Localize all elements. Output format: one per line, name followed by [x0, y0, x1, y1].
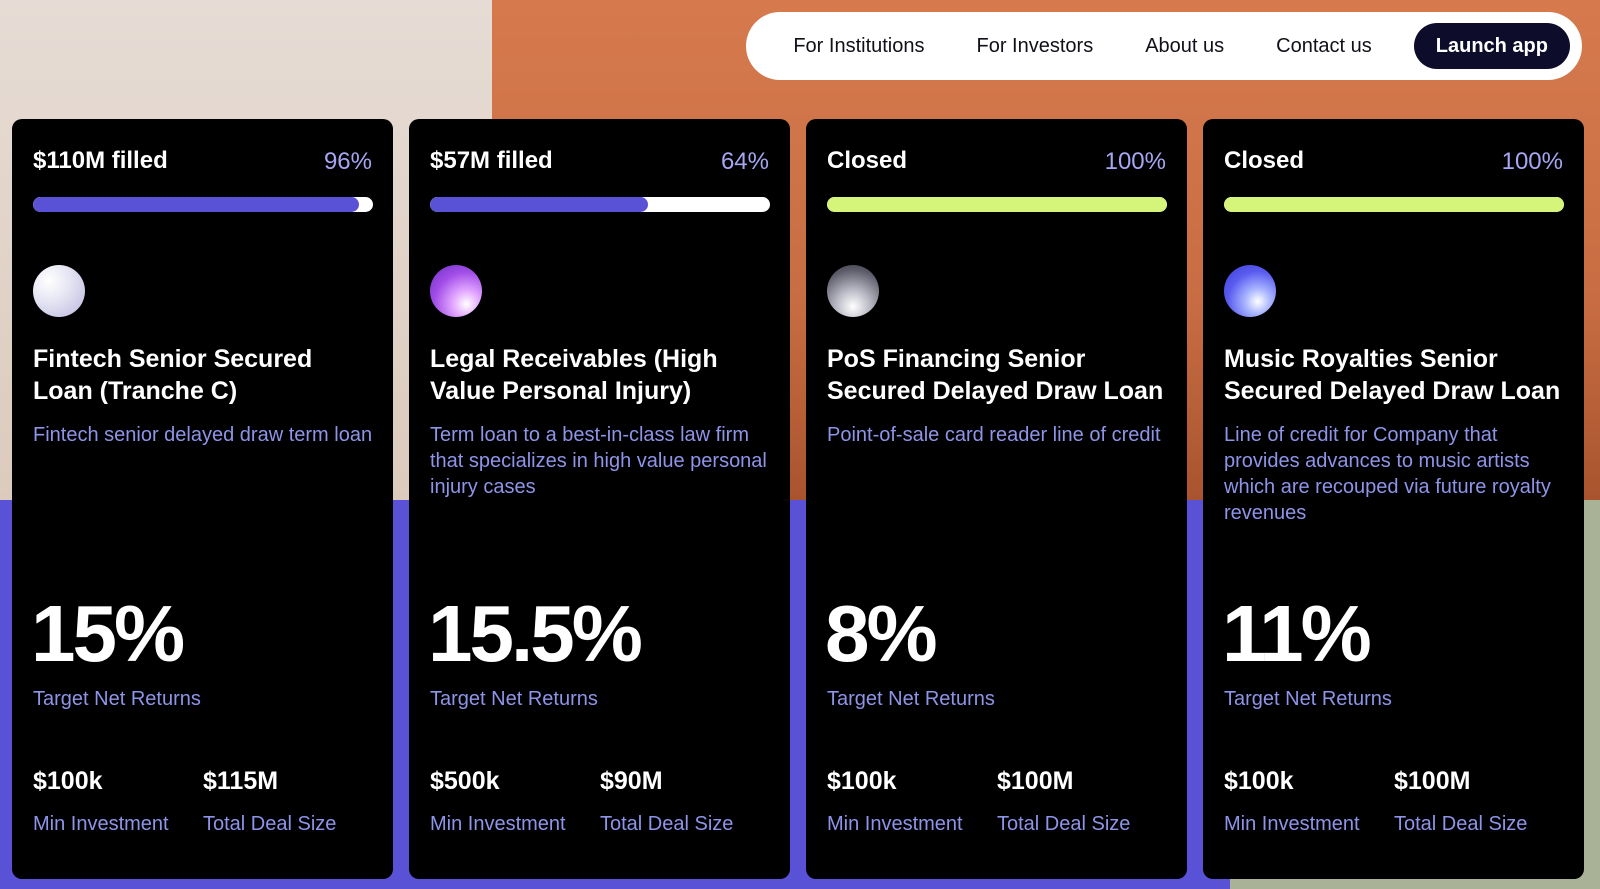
- progress-bar: [430, 197, 770, 212]
- deal-avatar: [430, 265, 482, 317]
- progress-fill: [430, 197, 648, 212]
- deal-size-label: Total Deal Size: [997, 813, 1131, 835]
- deal-title: PoS Financing Senior Secured Delayed Dra…: [827, 345, 1164, 405]
- min-investment-label: Min Investment: [33, 813, 169, 835]
- deal-card[interactable]: $57M filled 64% Legal Receivables (High …: [409, 119, 790, 879]
- deal-title: Music Royalties Senior Secured Delayed D…: [1224, 345, 1561, 405]
- deal-card[interactable]: Closed 100% Music Royalties Senior Secur…: [1203, 119, 1584, 879]
- deal-title: Legal Receivables (High Value Personal I…: [430, 345, 718, 405]
- deal-size-value: $100M: [1394, 767, 1471, 795]
- target-return-value: 11%: [1222, 589, 1372, 678]
- deal-avatar: [1224, 265, 1276, 317]
- deal-status: Closed: [827, 147, 908, 174]
- top-navbar: For Institutions For Investors About us …: [746, 12, 1582, 80]
- deal-size-value: $100M: [997, 767, 1074, 795]
- deal-size-label: Total Deal Size: [203, 813, 337, 835]
- min-investment-value: $100k: [1224, 767, 1294, 795]
- deal-title: Fintech Senior Secured Loan (Tranche C): [33, 345, 313, 405]
- progress-fill: [1224, 197, 1564, 212]
- min-investment-value: $100k: [827, 767, 897, 795]
- deal-size-value: $90M: [600, 767, 663, 795]
- fill-percent: 100%: [1501, 148, 1563, 175]
- deal-avatar: [827, 265, 879, 317]
- fill-percent: 100%: [1104, 148, 1166, 175]
- deal-status: Closed: [1224, 147, 1305, 174]
- min-investment-value: $500k: [430, 767, 500, 795]
- min-investment-label: Min Investment: [827, 813, 963, 835]
- deal-description: Fintech senior delayed draw term loan: [33, 424, 373, 446]
- target-return-value: 15%: [31, 589, 185, 678]
- nav-link-about-us[interactable]: About us: [1145, 34, 1225, 57]
- launch-app-button[interactable]: Launch app: [1413, 23, 1570, 69]
- deal-status: $110M filled: [33, 147, 168, 174]
- fill-percent: 64%: [720, 148, 769, 175]
- progress-bar: [1224, 197, 1564, 212]
- deal-card[interactable]: Closed 100% PoS Financing Senior Secured…: [806, 119, 1187, 879]
- deal-description: Term loan to a best-in-class law firm th…: [430, 424, 767, 498]
- deal-card[interactable]: $110M filled 96% Fintech Senior Secured …: [12, 119, 393, 879]
- deal-description: Point-of-sale card reader line of credit: [827, 424, 1161, 446]
- progress-bar: [33, 197, 373, 212]
- nav-link-contact-us[interactable]: Contact us: [1276, 34, 1372, 57]
- deal-size-value: $115M: [203, 767, 279, 795]
- deal-avatar: [33, 265, 85, 317]
- target-return-label: Target Net Returns: [33, 688, 201, 710]
- progress-bar: [827, 197, 1167, 212]
- target-return-value: 15.5%: [428, 589, 643, 678]
- deal-size-label: Total Deal Size: [600, 813, 734, 835]
- progress-fill: [33, 197, 360, 212]
- fill-percent: 96%: [323, 148, 372, 175]
- min-investment-label: Min Investment: [430, 813, 566, 835]
- min-investment-label: Min Investment: [1224, 813, 1360, 835]
- nav-link-for-investors[interactable]: For Investors: [976, 34, 1094, 57]
- nav-link-for-institutions[interactable]: For Institutions: [793, 34, 925, 57]
- deal-description: Line of credit for Company that provides…: [1224, 424, 1551, 524]
- target-return-label: Target Net Returns: [430, 688, 598, 710]
- deal-status: $57M filled: [430, 147, 553, 174]
- target-return-value: 8%: [825, 589, 938, 678]
- deal-size-label: Total Deal Size: [1394, 813, 1528, 835]
- target-return-label: Target Net Returns: [1224, 688, 1392, 710]
- min-investment-value: $100k: [33, 767, 103, 795]
- progress-fill: [827, 197, 1167, 212]
- target-return-label: Target Net Returns: [827, 688, 995, 710]
